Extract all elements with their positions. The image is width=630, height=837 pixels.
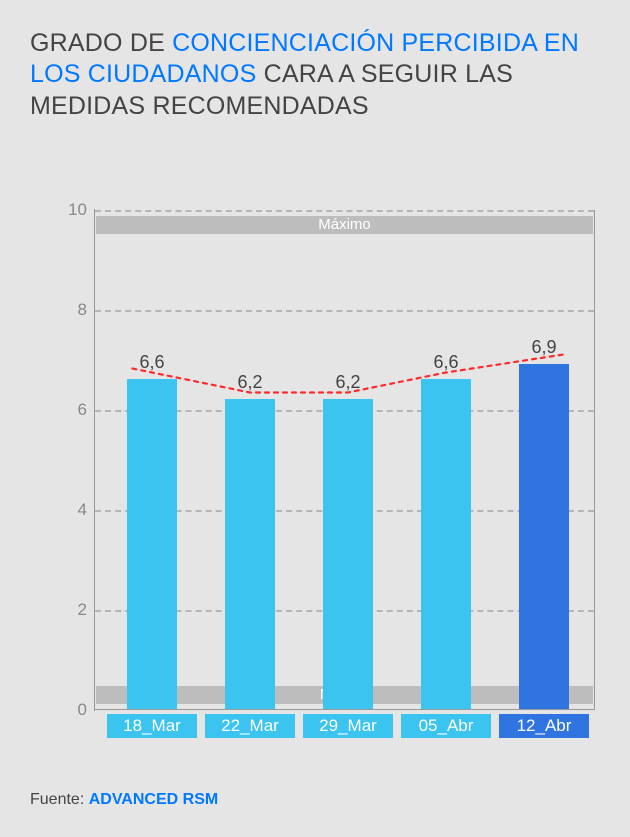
bar: [225, 399, 275, 709]
ytick-label: 0: [47, 700, 87, 720]
plot-area: MáximoMínimo6,618_Mar6,222_Mar6,229_Mar6…: [95, 210, 595, 710]
title-prefix: GRADO DE: [30, 29, 172, 57]
x-axis-label: 18_Mar: [107, 714, 197, 738]
x-axis-label: 22_Mar: [205, 714, 295, 738]
ytick-label: 4: [47, 500, 87, 520]
bar-value-label: 6,9: [504, 337, 584, 358]
gridline: [95, 210, 594, 212]
bar-value-label: 6,2: [308, 372, 388, 393]
source-prefix: Fuente:: [30, 791, 89, 808]
bar: [421, 379, 471, 709]
ytick-label: 10: [47, 200, 87, 220]
title-text: GRADO DE CONCIENCIACIÓN PERCIBIDA EN LOS…: [30, 28, 600, 122]
x-axis-label: 05_Abr: [401, 714, 491, 738]
x-axis-label: 29_Mar: [303, 714, 393, 738]
ytick-label: 6: [47, 400, 87, 420]
bar: [323, 399, 373, 709]
bar-value-label: 6,2: [210, 372, 290, 393]
bar-value-label: 6,6: [112, 352, 192, 373]
gridline: [95, 310, 594, 312]
bar: [127, 379, 177, 709]
chart-title: GRADO DE CONCIENCIACIÓN PERCIBIDA EN LOS…: [0, 0, 630, 122]
bar-value-label: 6,6: [406, 352, 486, 373]
bar: [519, 364, 569, 709]
chart: MáximoMínimo6,618_Mar6,222_Mar6,229_Mar6…: [50, 210, 595, 740]
source-line: Fuente: ADVANCED RSM: [30, 791, 218, 809]
x-axis-label: 12_Abr: [499, 714, 589, 738]
ytick-label: 8: [47, 300, 87, 320]
source-name: ADVANCED RSM: [89, 791, 218, 808]
ytick-label: 2: [47, 600, 87, 620]
max-band: Máximo: [96, 216, 593, 234]
